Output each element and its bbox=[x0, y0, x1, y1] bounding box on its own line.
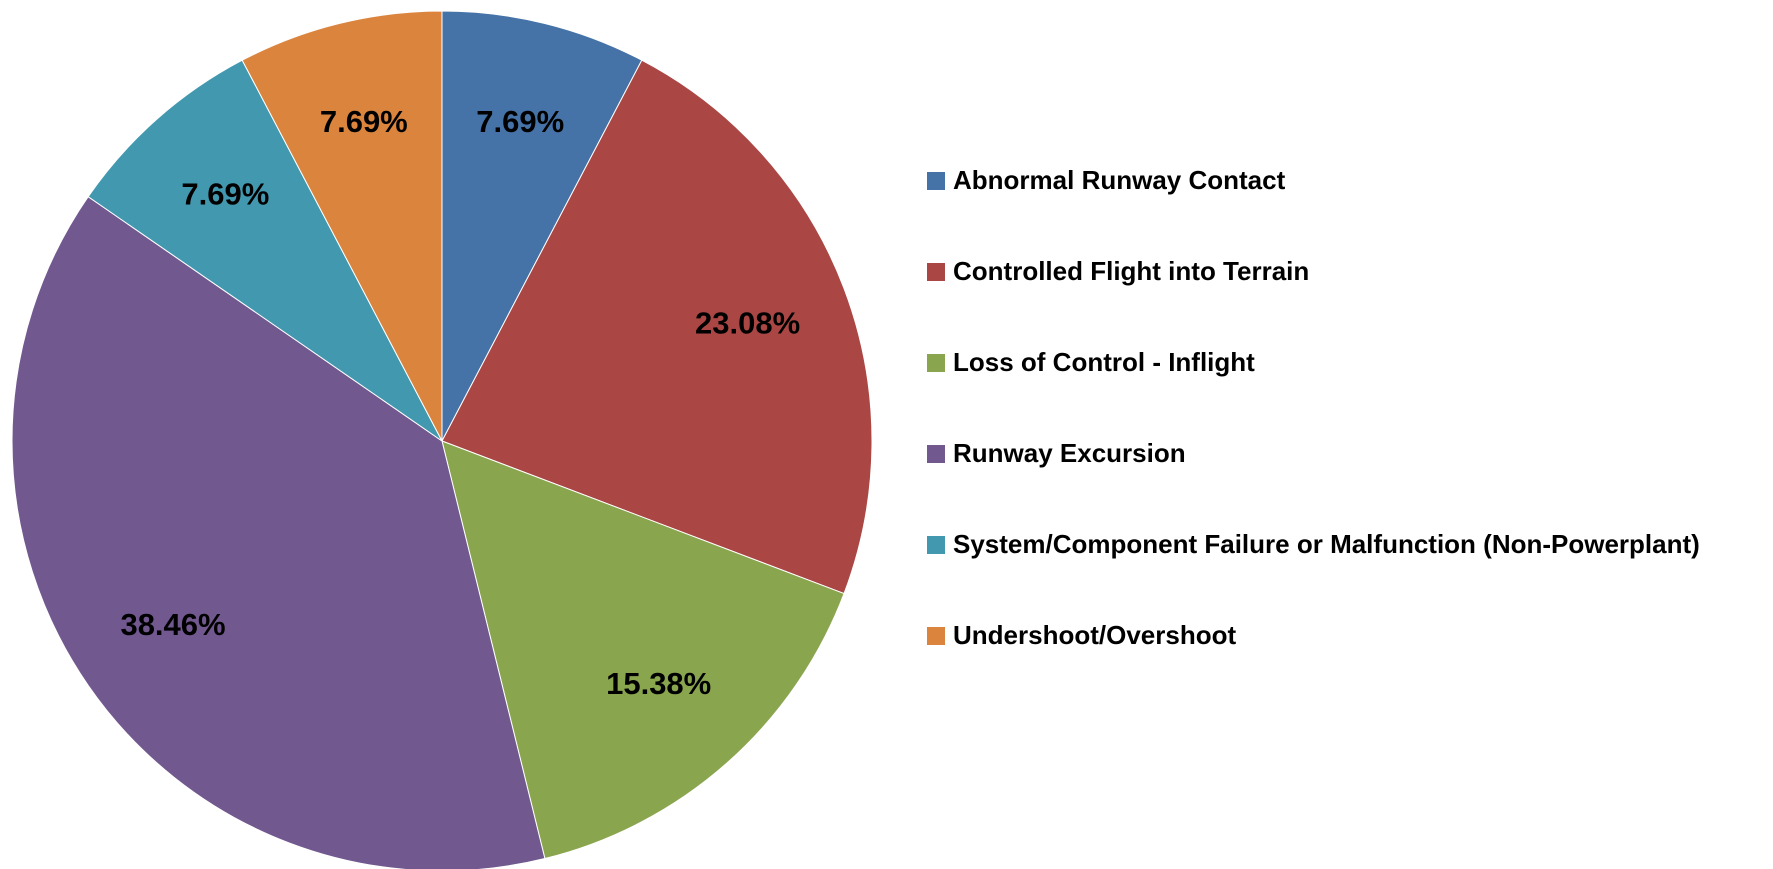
data-label: 23.08% bbox=[695, 305, 800, 340]
legend-swatch bbox=[927, 263, 945, 281]
legend-swatch bbox=[927, 172, 945, 190]
legend-swatch bbox=[927, 536, 945, 554]
legend-swatch bbox=[927, 354, 945, 372]
data-label: 7.69% bbox=[181, 177, 269, 212]
pie-slice bbox=[241, 10, 443, 442]
legend-label: Controlled Flight into Terrain bbox=[953, 256, 1309, 286]
data-label: 15.38% bbox=[606, 666, 711, 701]
legend-swatch bbox=[927, 627, 945, 645]
pie-slice bbox=[11, 195, 546, 869]
data-label: 38.46% bbox=[120, 607, 225, 642]
legend-label: Runway Excursion bbox=[953, 438, 1186, 468]
legend-label: Loss of Control - Inflight bbox=[953, 347, 1255, 377]
pie-slice bbox=[441, 59, 873, 595]
data-label: 7.69% bbox=[476, 104, 564, 139]
pie-slice bbox=[441, 10, 643, 442]
pie-slice bbox=[441, 440, 845, 860]
legend-label: Abnormal Runway Contact bbox=[953, 165, 1286, 195]
legend-label: System/Component Failure or Malfunction … bbox=[953, 529, 1700, 559]
pie-slice bbox=[87, 59, 443, 442]
legend-label: Undershoot/Overshoot bbox=[953, 620, 1236, 650]
legend-swatch bbox=[927, 445, 945, 463]
data-label: 7.69% bbox=[320, 104, 408, 139]
